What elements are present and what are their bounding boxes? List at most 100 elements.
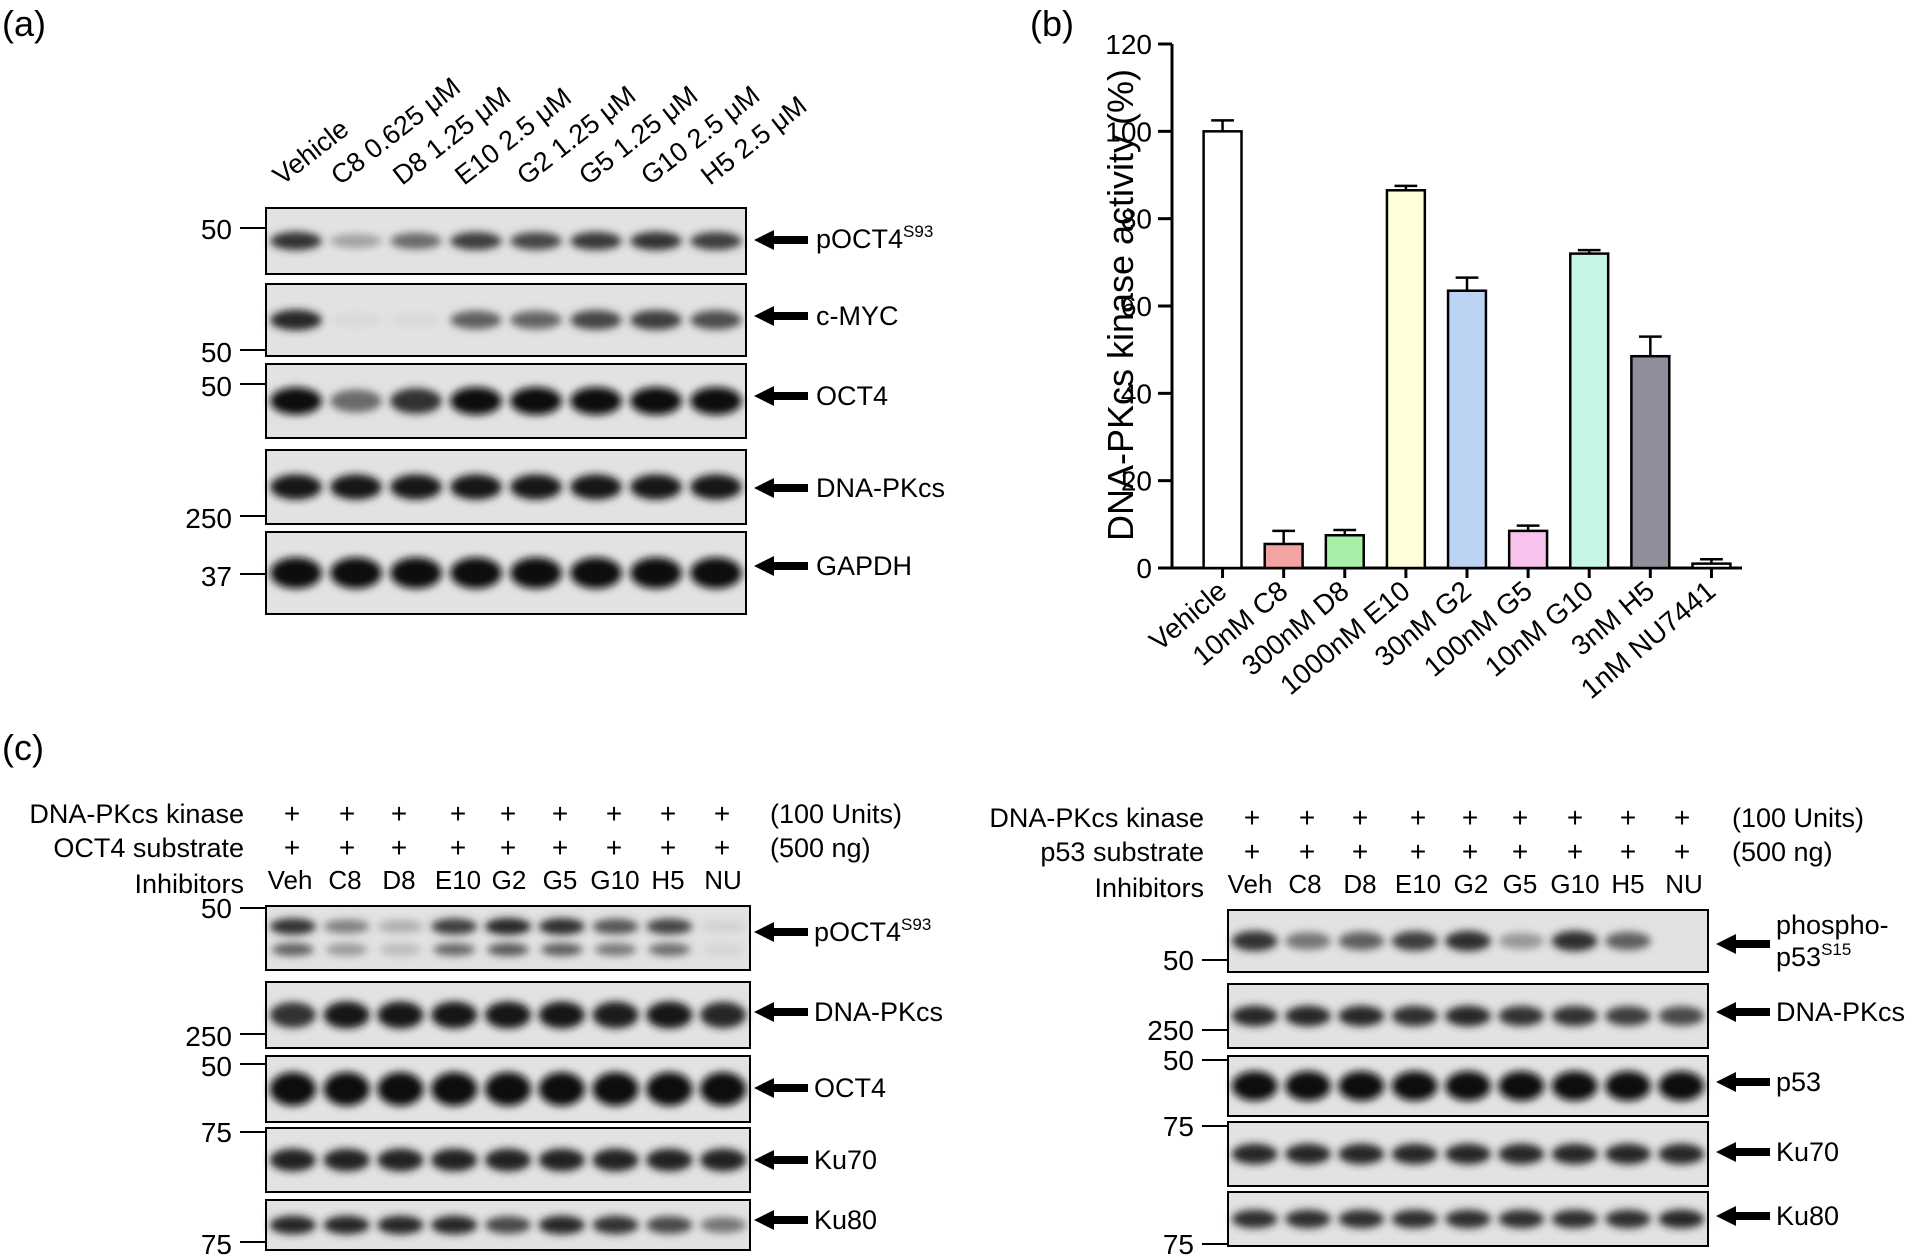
- blot-band: [270, 474, 322, 500]
- protein-name: pOCT4: [814, 917, 901, 947]
- blot-band: [450, 310, 502, 330]
- blot-band: [699, 1148, 747, 1172]
- blot-band: [330, 313, 382, 327]
- blot-band: [390, 474, 442, 500]
- blot-band: [484, 918, 532, 935]
- plus-sign: +: [500, 798, 516, 829]
- blot-band-lower: [433, 943, 476, 956]
- panel-a-lane-labels: Vehicle C8 0.625 μM D8 1.25 μM E10 2.5 μ…: [267, 72, 812, 191]
- blot-band: [646, 1216, 693, 1234]
- blot-band: [323, 1148, 370, 1172]
- blot-band: [630, 474, 682, 500]
- lane-label: NU: [704, 865, 742, 895]
- arrow-icon: [1716, 1206, 1770, 1226]
- blot-band: [538, 1148, 585, 1172]
- row-label: p53 substrate: [1040, 837, 1204, 867]
- panel-c-left-kinase-assay: DNA-PKcs kinase OCT4 substrate Inhibitor…: [29, 798, 943, 1259]
- blot-band: [570, 474, 622, 500]
- row-label: Inhibitors: [134, 869, 244, 899]
- blot-band: [538, 1001, 585, 1029]
- blot-band: [1498, 1209, 1545, 1229]
- arrow-icon: [754, 386, 808, 406]
- panel-label-c: (c): [2, 727, 44, 768]
- plus-sign: +: [450, 832, 466, 863]
- blot-band: [270, 387, 322, 415]
- plus-signs: + + + + + + + + + + + + + + + + + +: [284, 798, 730, 863]
- mw-marker: 50: [201, 337, 232, 368]
- blot-band-lower: [271, 943, 314, 956]
- blot-band: [431, 918, 478, 935]
- plus-sign: +: [391, 832, 407, 863]
- plus-sign: +: [1410, 802, 1426, 833]
- mw-marker: 250: [185, 503, 232, 534]
- lane-label: D8: [1343, 869, 1376, 899]
- blot-band: [330, 557, 382, 589]
- plus-sign: +: [339, 832, 355, 863]
- plus-sign: +: [1674, 802, 1690, 833]
- plus-sign: +: [1567, 836, 1583, 867]
- inhibitor-lane-labels: Veh C8 D8 E10 G2 G5 G10 H5 NU: [268, 865, 742, 895]
- protein-label: pOCT4S93: [816, 222, 933, 254]
- blot-band: [330, 474, 382, 500]
- bar: [1446, 289, 1488, 570]
- blot-band: [690, 387, 742, 415]
- blot-band: [484, 1216, 532, 1234]
- bar: [1324, 534, 1365, 570]
- panel-c-right-mw-markers: 50 250 50 75 75: [1147, 945, 1228, 1259]
- plus-sign: +: [552, 798, 568, 829]
- blot-band: [450, 387, 502, 415]
- mw-marker: 50: [201, 214, 232, 245]
- blot-strip-phospho-p53: [1227, 909, 1709, 973]
- plus-sign: +: [339, 798, 355, 829]
- blot-band: [1285, 1071, 1331, 1101]
- lane-label: D8: [382, 865, 415, 895]
- bar: [1385, 189, 1427, 570]
- lane-label: H5: [1611, 869, 1644, 899]
- lane-label: NU: [1665, 869, 1703, 899]
- blot-band: [484, 1072, 532, 1106]
- blot-band: [323, 1001, 370, 1029]
- blot-band: [690, 232, 742, 250]
- blot-band: [323, 919, 370, 934]
- blot-band-lower: [702, 943, 745, 956]
- blot-band: [1445, 1005, 1491, 1027]
- protein-label: pOCT4S93: [814, 915, 931, 947]
- blot-band: [646, 1001, 693, 1029]
- mw-marker: 75: [1163, 1111, 1194, 1142]
- plus-sign: +: [1410, 836, 1426, 867]
- blot-band: [270, 231, 322, 251]
- plus-sign: +: [1674, 836, 1690, 867]
- blot-band: [1338, 1071, 1385, 1101]
- blot-band: [570, 231, 622, 251]
- blot-band: [1338, 1005, 1385, 1027]
- blot-band: [377, 1072, 424, 1106]
- row-label: DNA-PKcs kinase: [989, 803, 1204, 833]
- blot-band: [592, 1072, 639, 1106]
- plus-sign: +: [606, 798, 622, 829]
- blot-band: [390, 388, 442, 414]
- protein-superscript: S15: [1821, 940, 1851, 959]
- blot-band: [510, 387, 562, 415]
- blot-strip-oct4: [265, 363, 747, 439]
- row-note: (100 Units): [770, 799, 902, 829]
- plus-sign: +: [606, 832, 622, 863]
- mw-marker: 75: [201, 1117, 232, 1148]
- blot-band: [510, 232, 562, 250]
- blot-strip-dna-pkcs: [265, 981, 751, 1049]
- mw-marker: 250: [1147, 1015, 1194, 1046]
- blot-band: [570, 557, 622, 589]
- plus-sign: +: [284, 832, 300, 863]
- protein-name: p53: [1776, 942, 1821, 972]
- blot-band: [690, 557, 742, 589]
- blot-band: [646, 1148, 693, 1172]
- blot-band: [1231, 1005, 1278, 1027]
- plus-sign: +: [284, 798, 300, 829]
- blot-strip-poct4: [265, 207, 747, 275]
- plus-sign: +: [1462, 836, 1478, 867]
- panel-c-right-kinase-assay: DNA-PKcs kinase p53 substrate Inhibitors…: [989, 802, 1905, 1259]
- blot-band: [1551, 1143, 1598, 1165]
- y-tick-label: 40: [1121, 378, 1152, 409]
- plus-sign: +: [660, 832, 676, 863]
- mw-marker: 250: [185, 1021, 232, 1052]
- arrow-icon: [754, 478, 808, 498]
